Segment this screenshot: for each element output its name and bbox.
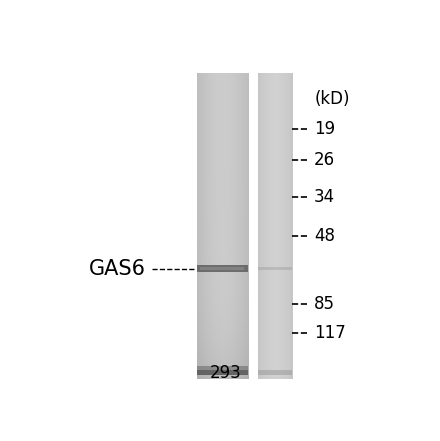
Text: 48: 48 — [314, 227, 335, 245]
Text: 26: 26 — [314, 151, 335, 169]
Text: 34: 34 — [314, 188, 335, 206]
Text: 19: 19 — [314, 120, 335, 138]
Text: 293: 293 — [209, 364, 242, 382]
Text: GAS6: GAS6 — [89, 258, 146, 279]
Text: (kD): (kD) — [314, 90, 350, 108]
Text: 117: 117 — [314, 324, 346, 342]
Text: 85: 85 — [314, 295, 335, 313]
